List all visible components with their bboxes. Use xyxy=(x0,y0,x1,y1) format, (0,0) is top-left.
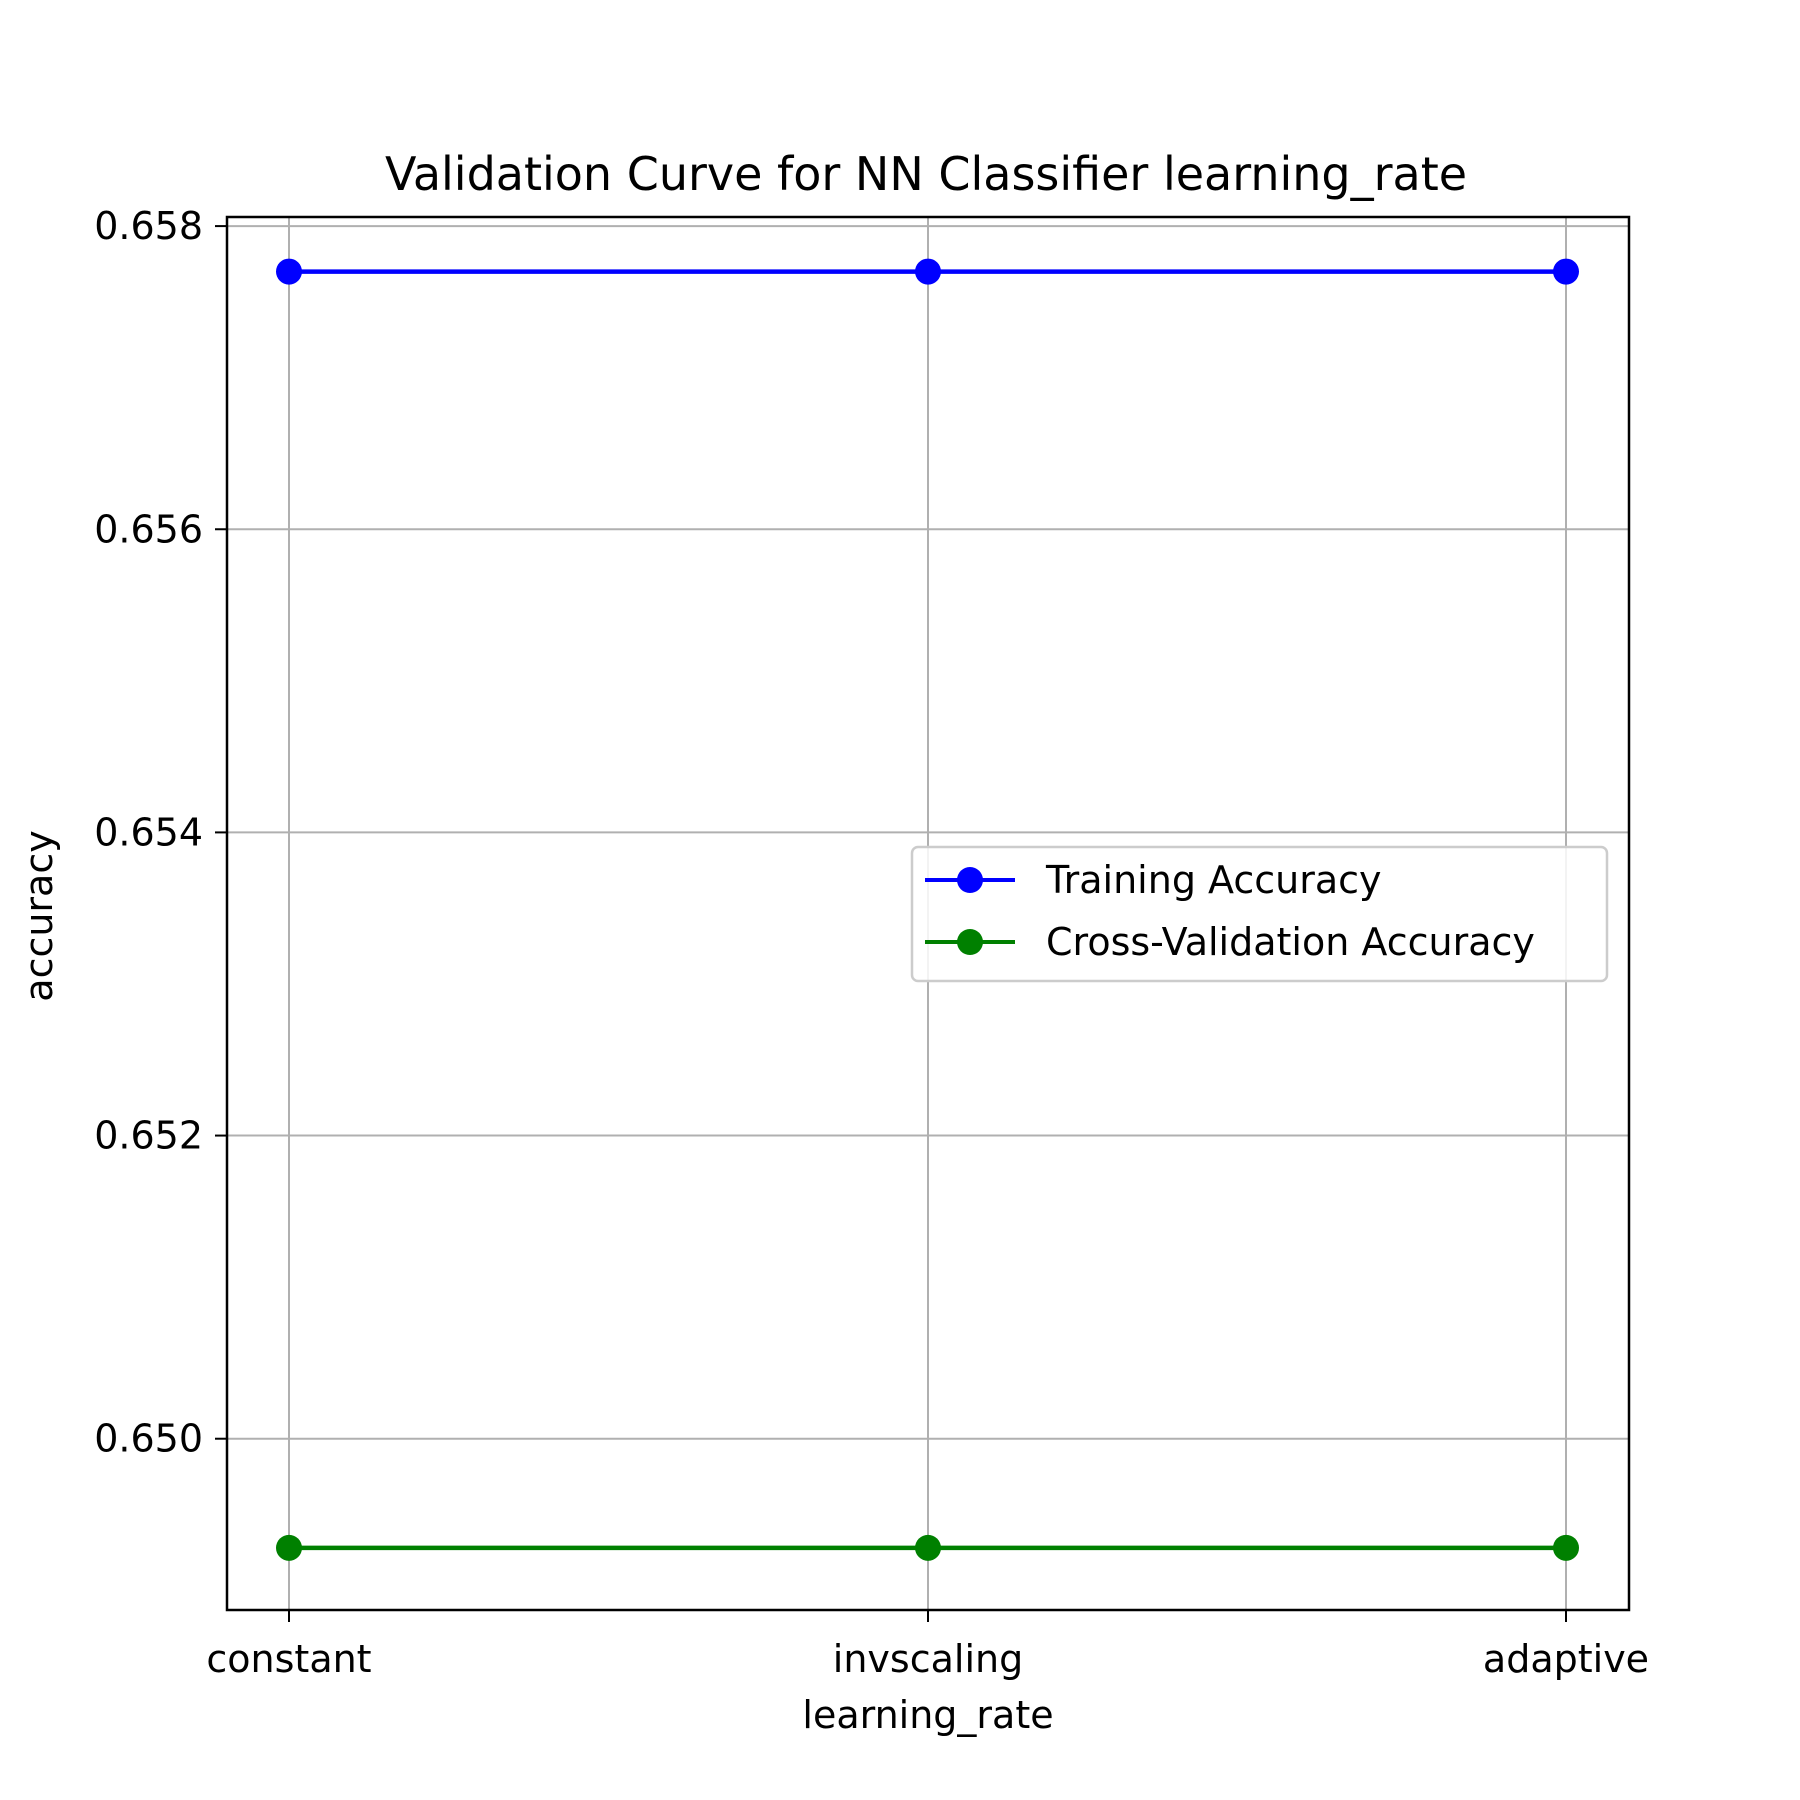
legend-marker-cross-validation xyxy=(957,929,983,955)
x-tick-label: adaptive xyxy=(1483,1637,1649,1681)
chart-title: Validation Curve for NN Classifier learn… xyxy=(385,147,1467,201)
legend: Training Accuracy Cross-Validation Accur… xyxy=(910,845,1609,983)
y-tick-label: 0.652 xyxy=(94,1114,203,1158)
y-tick-label: 0.654 xyxy=(94,810,203,854)
x-axis-title: learning_rate xyxy=(802,1693,1053,1737)
legend-label-cross-validation: Cross-Validation Accuracy xyxy=(1046,920,1535,964)
series-1-point xyxy=(915,1534,941,1561)
y-tick-label: 0.656 xyxy=(94,507,203,551)
series-layer xyxy=(276,258,1579,1561)
y-axis-title: accuracy xyxy=(17,830,61,1001)
series-1-point xyxy=(276,1534,302,1561)
ticks-layer: constant invscaling adaptive 0.650 0.652 0.65… xyxy=(94,204,1649,1681)
y-tick-label: 0.658 xyxy=(94,204,203,248)
y-tick-label: 0.650 xyxy=(94,1417,203,1461)
x-tick-label: constant xyxy=(206,1637,371,1681)
series-0-point xyxy=(915,258,941,285)
legend-marker-training xyxy=(957,867,983,893)
series-0-point xyxy=(1553,258,1579,285)
series-0-point xyxy=(276,258,302,285)
legend-box xyxy=(910,845,1609,983)
legend-label-training: Training Accuracy xyxy=(1045,858,1382,902)
series-1-point xyxy=(1553,1534,1579,1561)
x-tick-label: invscaling xyxy=(833,1637,1023,1681)
